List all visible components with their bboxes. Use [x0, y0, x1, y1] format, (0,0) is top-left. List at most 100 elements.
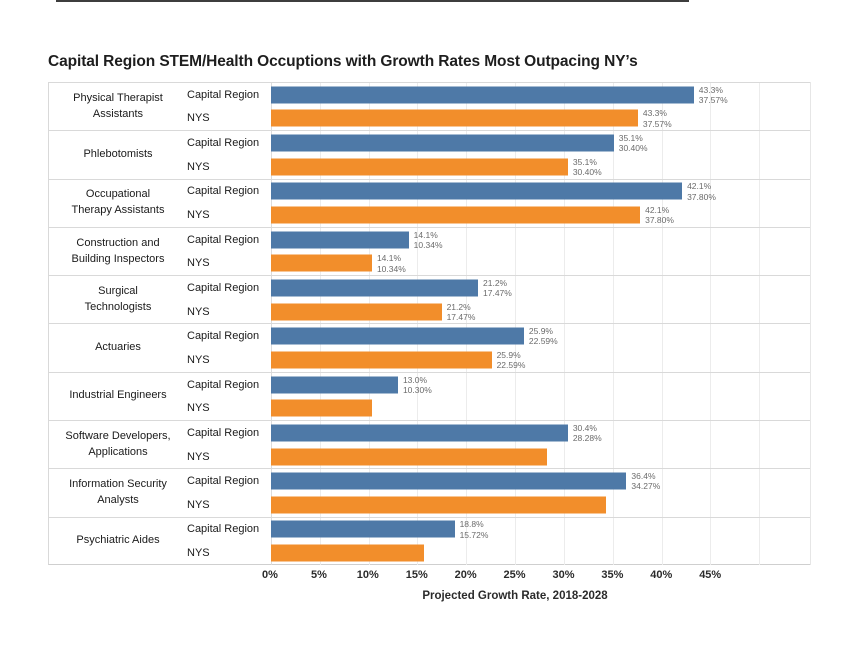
- bar-track-nys: 14.1% 10.34%: [271, 252, 810, 276]
- bar-value-label-capital-region: 25.9% 22.59%: [529, 326, 558, 346]
- series-label-capital-region: Capital Region: [187, 330, 260, 343]
- series-row-capital-region: Capital Region 18.8% 15.72%: [187, 518, 810, 542]
- occupation-cell: Construction and Building Inspectors: [49, 228, 187, 275]
- bar-capital-region[interactable]: [271, 472, 627, 490]
- bar-value-line1: 21.2%: [446, 301, 471, 312]
- x-tick-25pct: 25%: [503, 569, 526, 581]
- occupation-group: Software Developers, Applications Capital…: [49, 420, 810, 468]
- bar-track-nys: [271, 445, 810, 469]
- bar-value-line1: 25.9%: [528, 326, 553, 337]
- series-label-nys: NYS: [187, 450, 210, 463]
- bar-value-label-nys: 43.3% 37.57%: [643, 108, 672, 128]
- series-row-nys: NYS: [187, 396, 810, 420]
- bar-nys[interactable]: [271, 158, 568, 176]
- occupation-label: Physical Therapist Assistants: [73, 91, 163, 120]
- series-rows: Capital Region 43.3% 37.57% NYS 43.3% 37.57%: [187, 83, 810, 130]
- bar-value-line1: 18.8%: [459, 519, 484, 530]
- series-row-nys: NYS 42.1% 37.80%: [187, 203, 810, 227]
- bar-value-line1: 43.3%: [698, 84, 723, 95]
- bar-value-label-capital-region: 13.0% 10.30%: [403, 374, 432, 394]
- series-row-nys: NYS 14.1% 10.34%: [187, 252, 810, 276]
- series-row-nys: NYS 25.9% 22.59%: [187, 348, 810, 372]
- occupation-label: Construction and Building Inspectors: [71, 236, 165, 265]
- series-label-capital-region: Capital Region: [187, 523, 260, 536]
- bar-value-line1: 25.9%: [496, 349, 521, 360]
- bar-value-line1: 14.1%: [376, 253, 402, 264]
- x-axis: 0% 5% 10% 15% 20% 25% 30% 35% 40% 45%: [262, 569, 810, 584]
- series-row-nys: NYS 43.3% 37.57%: [187, 107, 810, 131]
- bar-nys[interactable]: [271, 109, 638, 127]
- x-tick-45pct: 45%: [699, 569, 722, 581]
- occupation-cell: Surgical Technologists: [49, 276, 187, 323]
- series-label-nys: NYS: [187, 498, 210, 511]
- bar-nys[interactable]: [271, 351, 492, 369]
- bar-track-nys: 35.1% 30.40%: [271, 155, 810, 179]
- series-rows: Capital Region 18.8% 15.72% NYS: [187, 518, 810, 565]
- series-row-capital-region: Capital Region 25.9% 22.59%: [187, 324, 810, 348]
- bar-value-label-nys: 21.2% 17.47%: [447, 301, 476, 321]
- bar-track-nys: [271, 541, 810, 565]
- bar-value-line2: 30.40%: [618, 143, 648, 154]
- occupation-group: Surgical Technologists Capital Region 21.2…: [49, 275, 810, 323]
- bar-track-nys: 43.3% 37.57%: [271, 107, 810, 131]
- series-rows: Capital Region 14.1% 10.34% NYS 14.1% 10.34%: [187, 228, 810, 275]
- occupation-cell: Software Developers, Applications: [49, 421, 187, 468]
- bar-value-label-capital-region: 35.1% 30.40%: [619, 133, 648, 153]
- series-row-capital-region: Capital Region 30.4% 28.28%: [187, 421, 810, 445]
- x-tick-15pct: 15%: [405, 569, 428, 581]
- series-label-nys: NYS: [187, 209, 210, 222]
- bar-nys[interactable]: [271, 544, 425, 562]
- occupation-group: Industrial Engineers Capital Region 13.0% 1…: [49, 371, 810, 420]
- series-row-capital-region: Capital Region 13.0% 10.30%: [187, 373, 810, 397]
- bar-nys[interactable]: [271, 496, 606, 514]
- x-tick-20pct: 20%: [454, 569, 477, 581]
- occupation-group: Construction and Building Inspectors Capi…: [49, 226, 810, 275]
- x-tick-35pct: 35%: [601, 569, 624, 581]
- bar-capital-region[interactable]: [271, 86, 694, 104]
- series-label-capital-region: Capital Region: [187, 233, 260, 246]
- bar-capital-region[interactable]: [271, 182, 683, 200]
- bar-nys[interactable]: [271, 206, 641, 224]
- x-tick-40pct: 40%: [650, 569, 673, 581]
- series-row-capital-region: Capital Region 35.1% 30.40%: [187, 131, 810, 155]
- bar-capital-region[interactable]: [271, 327, 524, 345]
- bar-value-label-capital-region: 43.3% 37.57%: [699, 85, 728, 105]
- series-rows: Capital Region 30.4% 28.28% NYS: [187, 421, 810, 468]
- bar-value-label-capital-region: 14.1% 10.34%: [414, 230, 443, 250]
- bar-value-label-capital-region: 21.2% 17.47%: [483, 278, 512, 298]
- bar-chart: Physical Therapist Assistants Capital Reg…: [48, 82, 811, 565]
- bar-track-capital-region: 36.4% 34.27%: [271, 469, 810, 493]
- bar-track-nys: 21.2% 17.47%: [271, 300, 810, 324]
- bar-nys[interactable]: [271, 303, 442, 321]
- bar-capital-region[interactable]: [271, 376, 398, 394]
- bar-track-capital-region: 25.9% 22.59%: [271, 324, 810, 348]
- bar-capital-region[interactable]: [271, 231, 409, 249]
- x-tick-0pct: 0%: [262, 569, 278, 581]
- bar-capital-region[interactable]: [271, 520, 455, 538]
- bar-value-line1: 36.4%: [631, 471, 656, 481]
- occupation-group: Occupational Therapy Assistants Capital R…: [49, 178, 810, 227]
- bar-value-label-capital-region: 36.4% 34.27%: [631, 471, 660, 491]
- bar-track-capital-region: 30.4% 28.28%: [271, 421, 810, 445]
- bar-capital-region[interactable]: [271, 279, 478, 297]
- occupation-label: Industrial Engineers: [69, 389, 167, 402]
- bar-track-nys: 42.1% 37.80%: [271, 203, 810, 227]
- bar-value-label-nys: 42.1% 37.80%: [645, 205, 674, 225]
- bar-nys[interactable]: [271, 448, 548, 466]
- x-tick-30pct: 30%: [552, 569, 575, 581]
- occupation-cell: Industrial Engineers: [49, 373, 187, 420]
- bar-value-line2: 22.59%: [528, 336, 558, 347]
- bar-nys[interactable]: [271, 399, 372, 417]
- bar-track-capital-region: 21.2% 17.47%: [271, 276, 810, 300]
- series-label-capital-region: Capital Region: [187, 137, 260, 150]
- series-row-nys: NYS 21.2% 17.47%: [187, 300, 810, 324]
- bar-capital-region[interactable]: [271, 134, 614, 152]
- bar-nys[interactable]: [271, 254, 372, 272]
- series-row-nys: NYS 35.1% 30.40%: [187, 155, 810, 179]
- bar-value-line2: 10.34%: [413, 239, 443, 250]
- bar-capital-region[interactable]: [271, 424, 568, 442]
- bar-value-line2: 37.57%: [698, 94, 728, 105]
- occupation-label: Actuaries: [95, 341, 141, 354]
- series-label-nys: NYS: [187, 353, 210, 366]
